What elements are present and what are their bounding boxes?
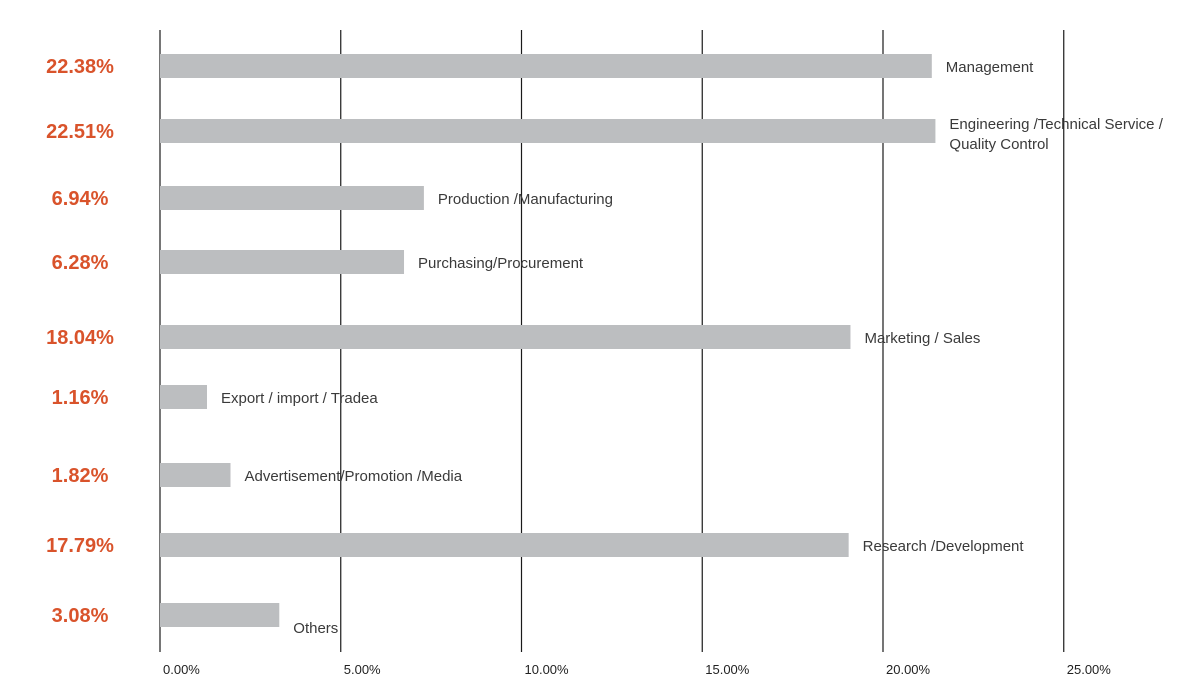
bar: [160, 385, 207, 409]
bar: [160, 250, 405, 274]
category-label-line: Management: [946, 59, 1034, 76]
value-label: 3.08%: [52, 605, 109, 627]
value-label: 22.38%: [46, 56, 114, 78]
category-label: Engineering /Technical Service / Quality …: [949, 116, 1163, 153]
bar: [160, 603, 280, 627]
category-label: Export / import / Tradea: [221, 390, 378, 407]
category-label-line: Research /Development: [863, 538, 1025, 555]
category-label-line: Marketing / Sales: [864, 330, 980, 347]
bar: [160, 325, 851, 349]
category-label-line: Purchasing/Procurement: [418, 255, 584, 272]
value-label: 6.94%: [52, 188, 109, 210]
value-label: 17.79%: [46, 535, 114, 557]
category-label-line: Quality Control: [949, 136, 1048, 153]
bar: [160, 463, 231, 487]
bar: [160, 119, 936, 143]
category-label: Management: [946, 59, 1034, 76]
value-label: 1.82%: [52, 465, 109, 487]
value-labels: 22.38% 22.51% 6.94% 6.28% 18.04% 1.16% 1.82% 17…: [46, 56, 114, 627]
category-label: Research /Development: [863, 538, 1025, 555]
bar: [160, 186, 424, 210]
bars: [160, 54, 936, 627]
category-labels: Management Engineering /Technical Service…: [221, 59, 1164, 637]
category-label: Others: [293, 620, 338, 637]
value-label: 22.51%: [46, 121, 114, 143]
x-tick-label: 0.00%: [163, 662, 200, 677]
x-tick-label: 25.00%: [1067, 662, 1112, 677]
x-tick-label: 20.00%: [886, 662, 931, 677]
bar: [160, 54, 932, 78]
x-tick-label: 5.00%: [344, 662, 381, 677]
category-label-line: Others: [293, 620, 338, 637]
value-label: 18.04%: [46, 327, 114, 349]
x-axis-ticks: 0.00% 5.00% 10.00% 15.00% 20.00% 25.00%: [163, 662, 1111, 677]
category-label: Purchasing/Procurement: [418, 255, 584, 272]
value-label: 1.16%: [52, 387, 109, 409]
category-label: Marketing / Sales: [864, 330, 980, 347]
x-tick-label: 15.00%: [705, 662, 750, 677]
category-label-line: Production /Manufacturing: [438, 191, 613, 208]
category-label: Production /Manufacturing: [438, 191, 613, 208]
bar: [160, 533, 849, 557]
category-label-line: Engineering /Technical Service /: [949, 116, 1163, 133]
category-label-line: Advertisement/Promotion /Media: [244, 468, 462, 485]
category-label: Advertisement/Promotion /Media: [244, 468, 462, 485]
value-label: 6.28%: [52, 252, 109, 274]
x-tick-label: 10.00%: [525, 662, 570, 677]
category-label-line: Export / import / Tradea: [221, 390, 378, 407]
